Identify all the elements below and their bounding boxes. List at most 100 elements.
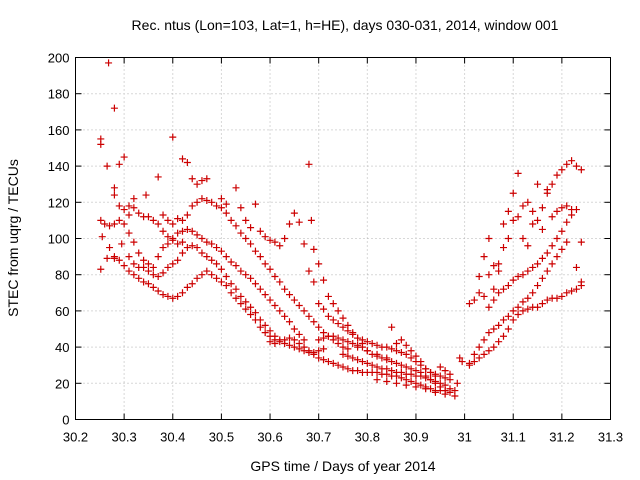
y-tick-label: 0 (62, 413, 69, 428)
data-point (154, 220, 162, 228)
data-point (524, 305, 532, 313)
data-point (373, 350, 381, 358)
data-point (154, 173, 162, 181)
data-point (344, 345, 352, 353)
data-point (329, 300, 337, 308)
data-point (179, 289, 186, 297)
x-tick-label: 31.2 (549, 430, 574, 445)
data-point (427, 376, 435, 384)
data-point (135, 209, 143, 217)
data-point (504, 282, 512, 290)
data-point (193, 198, 201, 206)
data-point (106, 222, 114, 230)
data-point (237, 267, 245, 275)
data-point (577, 238, 585, 246)
data-point (286, 318, 293, 326)
data-point (164, 216, 172, 224)
data-point (524, 294, 532, 302)
data-point (431, 372, 439, 380)
data-point (130, 204, 138, 212)
data-point (281, 235, 289, 242)
data-point (110, 104, 118, 112)
data-point (247, 224, 255, 232)
data-point (179, 216, 186, 224)
data-point (256, 253, 264, 261)
y-tick-label: 200 (48, 51, 70, 66)
data-point (251, 247, 259, 255)
data-point (324, 312, 332, 320)
data-point (213, 274, 221, 282)
data-point (509, 307, 517, 315)
data-point (266, 265, 274, 273)
data-point (232, 285, 240, 293)
data-point (480, 292, 488, 300)
data-point (397, 349, 405, 357)
data-point (120, 262, 128, 270)
data-point (193, 274, 201, 282)
data-point (553, 294, 561, 302)
data-point (300, 336, 308, 344)
data-point (524, 267, 532, 275)
data-point (154, 273, 162, 281)
data-point (183, 158, 191, 166)
data-point (500, 285, 507, 293)
data-point (490, 262, 498, 270)
data-point (266, 236, 274, 244)
data-point (130, 271, 138, 279)
data-point (519, 202, 527, 210)
data-point (144, 213, 152, 221)
data-point (310, 350, 318, 358)
data-point (490, 296, 498, 304)
data-point (500, 220, 507, 228)
data-point (568, 157, 576, 165)
data-point (453, 379, 461, 387)
data-point (534, 282, 542, 290)
data-point (485, 347, 493, 355)
data-point (290, 296, 298, 304)
data-point (480, 253, 488, 261)
data-point (320, 356, 328, 364)
data-point (300, 343, 308, 351)
data-point (534, 180, 542, 188)
data-point (315, 323, 323, 331)
data-point (144, 280, 152, 288)
data-point (305, 312, 313, 320)
data-point (558, 292, 566, 300)
data-point (334, 334, 342, 342)
data-point (388, 358, 396, 366)
y-tick-label: 80 (55, 268, 69, 283)
data-point (524, 242, 532, 250)
data-point (334, 320, 342, 328)
data-point (373, 363, 381, 371)
data-point (363, 359, 371, 367)
data-point (237, 204, 245, 212)
data-point (251, 309, 259, 317)
data-point (524, 198, 532, 206)
y-tick-label: 20 (55, 376, 69, 391)
data-point (538, 300, 546, 308)
data-point (213, 244, 221, 252)
y-tick-label: 60 (55, 304, 69, 319)
data-point (227, 280, 235, 288)
data-point (261, 291, 269, 299)
data-point (538, 225, 546, 233)
data-point (529, 263, 537, 271)
data-point (358, 336, 366, 344)
data-point (407, 354, 415, 362)
data-point (538, 204, 546, 212)
data-point (407, 347, 415, 355)
x-axis-tick-labels: 30.2 30.3 30.4 30.5 30.6 30.7 30.8 30.9 31 31.1 31… (63, 430, 623, 445)
data-point (436, 379, 444, 387)
x-tick-label: 31.3 (598, 430, 623, 445)
data-point (320, 345, 328, 353)
data-point (232, 294, 240, 302)
data-point (242, 305, 250, 313)
x-tick-label: 30.4 (160, 430, 185, 445)
data-point (329, 316, 337, 324)
data-point (344, 352, 352, 360)
data-point (305, 267, 313, 275)
data-point (543, 296, 551, 304)
data-point (543, 186, 551, 194)
data-point (276, 242, 284, 250)
data-point (572, 285, 580, 293)
